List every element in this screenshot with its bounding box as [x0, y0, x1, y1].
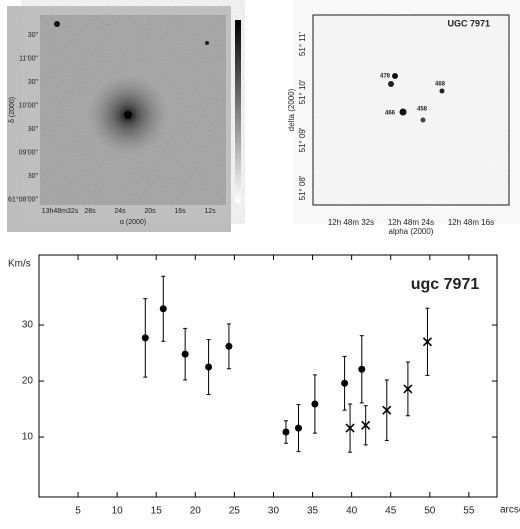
x-tick-label: 12s [204, 208, 216, 215]
annotation: 468 [435, 82, 446, 88]
y-tick-label: 51° 10' [298, 79, 307, 104]
x-tick-label: 25 [229, 506, 241, 517]
y-tick-label: 61°08'00" [8, 195, 38, 203]
x-tick-label: 28s [84, 208, 96, 215]
point [382, 405, 392, 415]
point [345, 423, 355, 433]
x-tick-label: 16s [174, 208, 186, 215]
x-tick-label: 35 [307, 506, 319, 517]
y-tick-label: 30" [28, 32, 39, 39]
y-tick-label: 30" [28, 173, 39, 180]
point [159, 305, 167, 313]
y-tick-label: 51° 09' [298, 127, 307, 152]
point [341, 379, 349, 387]
annotation: 478 [380, 74, 391, 80]
chart-title: ugc 7971 [411, 276, 480, 293]
star [54, 21, 60, 27]
x-tick-label: 40 [346, 506, 358, 517]
point [141, 334, 149, 342]
y-tick-label: 51° 11' [298, 31, 307, 56]
sky-noise [313, 15, 509, 205]
knot [399, 108, 407, 116]
y-tick-label: 10'00" [19, 102, 39, 109]
y-tick-label: 30" [28, 126, 39, 133]
y-tick-label: 30" [28, 79, 39, 86]
x-tick-label: 5 [75, 506, 81, 517]
knot [392, 73, 398, 79]
annotation: 458 [417, 107, 428, 113]
x-tick-label: 45 [385, 506, 397, 517]
point [294, 424, 302, 432]
annotation: 466 [385, 111, 396, 117]
y-axis-label: delta (2000) [287, 88, 296, 131]
x-tick-label: 30 [268, 506, 280, 517]
x-tick-label: 24s [114, 208, 126, 215]
x-tick-label: 20 [190, 506, 202, 517]
x-tick-label: 20s [144, 208, 156, 215]
x-tick-label: 15 [151, 506, 163, 517]
x-tick-label: 50 [424, 506, 436, 517]
knot [420, 117, 426, 123]
colorbar [235, 20, 241, 203]
nucleus [124, 111, 132, 119]
x-tick-label: 10 [112, 506, 124, 517]
y-axis-label: δ (2000) [9, 97, 16, 123]
point [403, 384, 413, 394]
y-tick-label: 30 [22, 320, 34, 331]
point [205, 363, 213, 371]
knot [439, 88, 445, 94]
point [358, 365, 366, 373]
x-tick-label: 12h 48m 24s [388, 218, 434, 227]
y-tick-label: 10 [22, 432, 34, 443]
x-tick-label: 55 [463, 506, 475, 517]
x-tick-label: 12h 48m 32s [328, 218, 374, 227]
x-tick-label: 13h48m32s [42, 208, 79, 215]
y-tick-label: 11'00" [19, 55, 38, 62]
point [311, 400, 319, 408]
y-tick-label: 20 [22, 376, 34, 387]
plot-frame [38, 254, 498, 498]
point [361, 420, 371, 430]
y-tick-label: 51° 08' [298, 175, 307, 200]
x-axis-label: alpha (2000) [389, 227, 434, 236]
knot [388, 81, 394, 87]
y-axis-label: Km/s [8, 259, 31, 270]
y-tick-label: 09'00" [19, 149, 39, 156]
x-axis-label: α (2000) [120, 219, 146, 226]
x-axis-label: arcsec [500, 505, 520, 516]
point [282, 428, 290, 436]
x-tick-label: 12h 48m 16s [448, 218, 494, 227]
point [225, 342, 233, 350]
star [205, 41, 209, 45]
point [181, 350, 189, 358]
point [422, 337, 433, 347]
image-title: UGC 7971 [447, 18, 490, 28]
